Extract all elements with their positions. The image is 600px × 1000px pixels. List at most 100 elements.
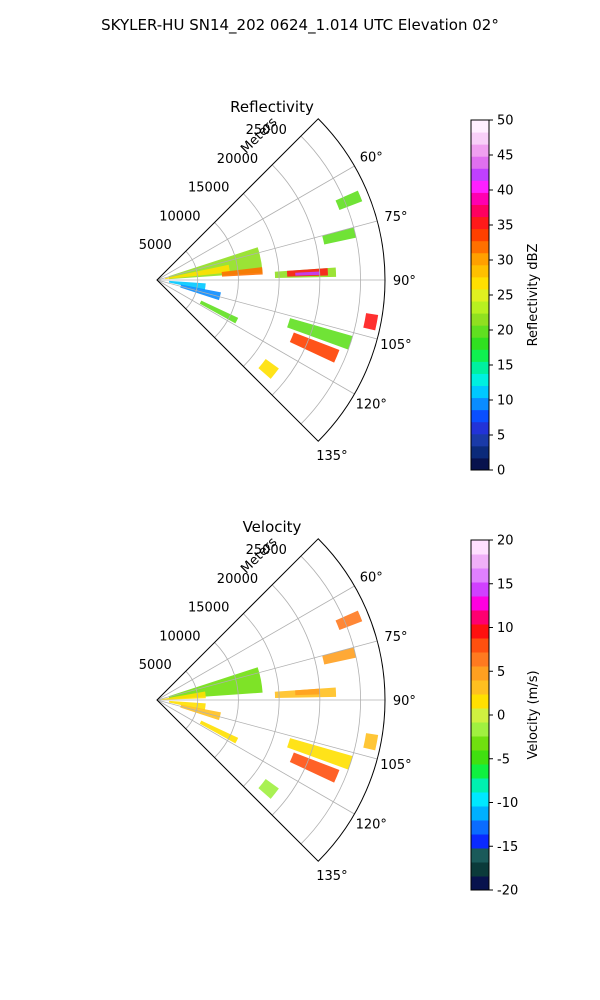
colorbar-swatch — [471, 216, 489, 230]
colorbar-swatch — [471, 680, 489, 695]
colorbar-swatch — [471, 876, 489, 891]
colorbar-swatch — [471, 624, 489, 639]
echo-cell — [258, 778, 279, 799]
colorbar-swatch — [471, 862, 489, 877]
colorbar-swatch — [471, 778, 489, 793]
colorbar-tick-label: 40 — [497, 184, 514, 199]
echo-cell — [335, 610, 363, 630]
range-tick-label: 25000 — [246, 543, 287, 558]
colorbar-swatch — [471, 240, 489, 254]
colorbar-swatch — [471, 750, 489, 765]
echo-cell — [287, 318, 353, 350]
colorbar-label: Reflectivity dBZ — [526, 244, 541, 347]
panel-title: Velocity — [243, 518, 302, 536]
colorbar-swatch — [471, 820, 489, 835]
colorbar: 0 5 10 15 20 25 30 35 40 45 50 Reflectivity dBZ — [470, 114, 541, 479]
echo-cell — [322, 227, 357, 245]
colorbar-swatch — [471, 301, 489, 314]
azimuth-tick-label: 135° — [316, 449, 347, 464]
echo-cell — [363, 733, 379, 751]
echo-cell — [287, 738, 353, 770]
colorbar-swatch — [471, 708, 489, 723]
colorbar-tick-label: 15 — [497, 359, 514, 374]
reflectivity-panel: Reflectivity500010000150002000025000Mete… — [139, 98, 541, 479]
colorbar-swatch — [471, 652, 489, 667]
echo-cell — [180, 704, 221, 721]
azimuth-gridline — [156, 220, 378, 281]
echo-cell — [221, 267, 263, 277]
colorbar-swatch — [471, 638, 489, 653]
colorbar-swatch — [471, 228, 489, 242]
echo-cell — [289, 752, 340, 783]
echo-cell — [363, 313, 379, 331]
colorbar-swatch — [471, 722, 489, 737]
echo-cell — [295, 688, 320, 696]
colorbar-tick-label: 0 — [497, 464, 505, 479]
colorbar-swatch — [471, 385, 489, 399]
colorbar-swatch — [471, 764, 489, 779]
colorbar-swatch — [471, 397, 489, 411]
colorbar-swatch — [471, 736, 489, 751]
echo-cell — [295, 271, 320, 276]
colorbar-swatch — [471, 694, 489, 709]
colorbar-label: Velocity (m/s) — [526, 670, 541, 759]
echo-cell — [161, 691, 206, 700]
colorbar-tick-label: 25 — [497, 289, 514, 304]
colorbar-swatch — [471, 120, 489, 133]
colorbar-swatch — [471, 168, 489, 181]
colorbar-tick-label: 20 — [497, 324, 514, 339]
azimuth-tick-label: 60° — [360, 570, 383, 585]
echo-cell — [168, 667, 263, 700]
colorbar-swatch — [471, 288, 489, 302]
range-tick-label: 5000 — [139, 238, 172, 253]
colorbar-swatch — [471, 554, 489, 569]
colorbar-swatch — [471, 806, 489, 821]
colorbar-swatch — [471, 361, 489, 374]
colorbar-swatch — [471, 457, 489, 471]
colorbar-tick-label: 5 — [497, 429, 505, 444]
colorbar-swatch — [471, 610, 489, 625]
colorbar-swatch — [471, 337, 489, 350]
colorbar-swatch — [471, 848, 489, 863]
colorbar-swatch — [471, 144, 489, 157]
sector-outline — [156, 118, 386, 442]
range-tick-label: 20000 — [217, 152, 258, 167]
azimuth-gridline — [156, 585, 355, 701]
colorbar-tick-label: 15 — [497, 577, 514, 592]
echo-cell — [289, 332, 340, 363]
colorbar-swatch — [471, 445, 489, 459]
colorbar-tick-label: 5 — [497, 665, 505, 680]
azimuth-gridline — [156, 279, 378, 340]
echo-cell — [164, 264, 230, 280]
colorbar-swatch — [471, 313, 489, 326]
colorbar-tick-label: 30 — [497, 254, 514, 269]
panel-title: Reflectivity — [230, 98, 314, 116]
azimuth-tick-label: 105° — [380, 758, 411, 773]
colorbar-swatch — [471, 421, 489, 435]
range-tick-label: 25000 — [246, 123, 287, 138]
colorbar-swatch — [471, 834, 489, 849]
echo-cell — [199, 720, 239, 744]
colorbar-swatch — [471, 252, 489, 266]
echo-cell — [258, 358, 279, 379]
colorbar-tick-label: -10 — [497, 796, 518, 811]
range-tick-label: 15000 — [188, 181, 229, 196]
echo-cell — [180, 284, 221, 301]
azimuth-tick-label: 135° — [316, 869, 347, 884]
colorbar-swatch — [471, 132, 489, 145]
azimuth-tick-label: 75° — [384, 210, 407, 225]
colorbar-swatch — [471, 666, 489, 681]
range-tick-label: 10000 — [159, 209, 200, 224]
colorbar-swatch — [471, 349, 489, 362]
colorbar-swatch — [471, 156, 489, 169]
colorbar: -20 -15 -10 -5 0 5 10 15 20 Velocity (m/s) — [470, 534, 541, 899]
colorbar-swatch — [471, 204, 489, 218]
colorbar-tick-label: 50 — [497, 114, 514, 129]
azimuth-tick-label: 60° — [360, 150, 383, 165]
colorbar-swatch — [471, 582, 489, 597]
colorbar-swatch — [471, 325, 489, 338]
azimuth-gridline — [156, 279, 355, 395]
colorbar-swatch — [471, 540, 489, 555]
colorbar-tick-label: 20 — [497, 534, 514, 549]
